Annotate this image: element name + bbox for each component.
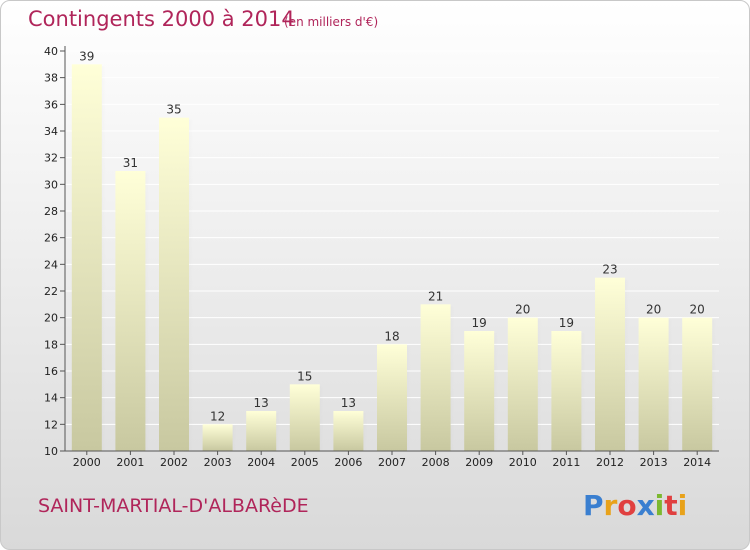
bar-2005[interactable]	[289, 384, 320, 451]
chart-title: Contingents 2000 à 2014	[28, 7, 295, 31]
y-tick-label: 38	[44, 72, 58, 85]
bar-value-label: 19	[559, 316, 574, 330]
y-tick-label: 40	[44, 45, 58, 58]
y-tick-label: 34	[44, 125, 58, 138]
x-tick-label: 2004	[247, 456, 275, 469]
bar-value-label: 13	[254, 396, 269, 410]
x-tick-label: 2008	[422, 456, 450, 469]
bar-value-label: 23	[602, 263, 617, 277]
bar-value-label: 19	[472, 316, 487, 330]
bar-value-label: 20	[515, 303, 530, 317]
x-tick-label: 2010	[509, 456, 537, 469]
bar-2006[interactable]	[333, 411, 364, 451]
y-tick-label: 18	[44, 338, 58, 351]
logo-letter: t	[664, 489, 678, 522]
y-tick-label: 10	[44, 445, 58, 458]
bar-value-label: 35	[166, 103, 181, 117]
x-tick-label: 2007	[378, 456, 406, 469]
bar-2010[interactable]	[507, 317, 538, 451]
bar-value-label: 13	[341, 396, 356, 410]
bar-2014[interactable]	[682, 317, 713, 451]
bar-2007[interactable]	[377, 344, 407, 451]
x-tick-label: 2005	[291, 456, 319, 469]
x-tick-label: 2002	[160, 456, 188, 469]
y-tick-label: 12	[44, 418, 58, 431]
bar-2003[interactable]	[202, 424, 233, 451]
logo-letter: x	[636, 489, 655, 522]
bar-value-label: 12	[210, 409, 225, 423]
y-tick-label: 26	[44, 232, 58, 245]
x-tick-label: 2013	[640, 456, 668, 469]
bar-value-label: 31	[123, 156, 138, 170]
bar-2009[interactable]	[464, 331, 495, 451]
logo-letter: i	[654, 489, 665, 522]
x-tick-label: 2000	[73, 456, 101, 469]
logo-letter: i	[677, 489, 688, 522]
logo-letter: r	[603, 489, 618, 522]
bar-2001[interactable]	[115, 171, 146, 451]
y-tick-label: 22	[44, 285, 58, 298]
bar-value-label: 20	[646, 303, 661, 317]
x-tick-label: 2003	[204, 456, 232, 469]
x-tick-label: 2001	[116, 456, 144, 469]
bar-2012[interactable]	[595, 277, 625, 451]
commune-name: SAINT-MARTIAL-D'ALBARèDE	[38, 495, 309, 517]
x-tick-label: 2009	[465, 456, 493, 469]
x-tick-label: 2006	[334, 456, 362, 469]
y-tick-label: 30	[44, 178, 58, 191]
bar-value-label: 18	[384, 329, 399, 343]
bar-value-label: 21	[428, 289, 443, 303]
x-tick-label: 2011	[552, 456, 580, 469]
bar-2011[interactable]	[551, 331, 582, 451]
bar-value-label: 39	[79, 49, 94, 63]
chart-subtitle: (en milliers d'€)	[284, 15, 379, 29]
bar-value-label: 20	[690, 303, 705, 317]
y-tick-label: 24	[44, 258, 58, 271]
y-tick-label: 36	[44, 98, 58, 111]
bar-value-label: 15	[297, 369, 312, 383]
bar-2002[interactable]	[159, 117, 189, 452]
bar-2004[interactable]	[246, 411, 277, 451]
bar-2013[interactable]	[638, 317, 669, 451]
y-tick-label: 20	[44, 312, 58, 325]
y-tick-label: 14	[44, 392, 58, 405]
y-tick-label: 28	[44, 205, 58, 218]
logo-letter: o	[617, 489, 637, 522]
logo-letter: P	[583, 489, 604, 522]
y-tick-label: 32	[44, 152, 58, 165]
x-tick-label: 2012	[596, 456, 624, 469]
y-tick-label: 16	[44, 365, 58, 378]
x-tick-label: 2014	[683, 456, 711, 469]
bar-2008[interactable]	[420, 304, 451, 451]
proxiti-logo[interactable]: Proxiti	[583, 489, 687, 522]
bar-2000[interactable]	[71, 64, 102, 452]
